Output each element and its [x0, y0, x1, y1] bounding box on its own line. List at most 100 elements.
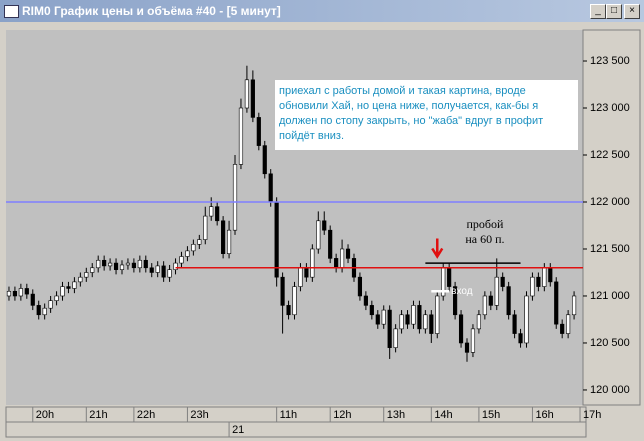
- candle-body: [542, 267, 547, 287]
- candle-body: [381, 309, 386, 325]
- candle-body: [102, 259, 107, 267]
- candle-body: [238, 107, 244, 165]
- arrow: [431, 238, 444, 259]
- candle-body: [393, 328, 398, 348]
- x-tick-label: 22h: [137, 409, 155, 421]
- candle-body: [268, 173, 273, 203]
- candle-body: [24, 288, 29, 295]
- x-tick-label: 12h: [333, 409, 351, 421]
- candle-body: [334, 258, 339, 269]
- candle-body: [48, 300, 53, 309]
- x-tick-label: 16h: [535, 409, 553, 421]
- candle-body: [310, 248, 315, 278]
- x-tick-label: 17h: [583, 409, 601, 421]
- candle-body: [506, 286, 511, 316]
- x-tick-label: 14h: [434, 409, 452, 421]
- candle-body: [191, 243, 196, 252]
- candle-body: [209, 206, 214, 217]
- candle-body: [322, 220, 327, 231]
- close-button[interactable]: ×: [624, 4, 640, 19]
- minimize-button[interactable]: _: [590, 4, 606, 19]
- chart: 120 000 120 500 121 000 121 500 122 000 122 5…: [5, 29, 641, 438]
- y-tick-label: 121 500: [590, 243, 630, 255]
- candle-body: [96, 259, 101, 269]
- candle-body: [363, 295, 368, 306]
- candle-body: [197, 239, 202, 245]
- candle-body: [280, 276, 285, 306]
- candle-body: [54, 295, 59, 301]
- candle-body: [298, 267, 303, 287]
- candle-body: [66, 286, 71, 289]
- x-tick-label: 20h: [36, 409, 54, 421]
- note-box: [275, 80, 578, 150]
- window-title: RIM0 График цены и объёма #40 - [5 минут…: [22, 4, 281, 18]
- candle-body: [357, 276, 363, 297]
- date-tick-label: 21: [232, 424, 244, 436]
- x-tick-label: 13h: [387, 409, 405, 421]
- candle-body: [221, 220, 226, 254]
- note-text: обновили Хай, но цена ниже, получается, …: [279, 100, 538, 112]
- y-tick-label: 121 000: [590, 290, 630, 302]
- maximize-button[interactable]: □: [606, 4, 622, 19]
- candle-body: [42, 307, 47, 316]
- candle-body: [30, 293, 35, 306]
- candle-body: [417, 305, 422, 330]
- candle-body: [90, 267, 95, 273]
- candle-body: [262, 145, 267, 175]
- candle-body: [453, 286, 458, 316]
- candle-body: [167, 269, 172, 278]
- x-tick-label: 15h: [482, 409, 500, 421]
- candle-body: [530, 276, 535, 297]
- note-text: должен по стопу закрыть, но "жаба" вдруг…: [279, 115, 543, 127]
- candle-body: [536, 276, 541, 287]
- entry-label: вход: [451, 286, 473, 297]
- note-text: пойдёт вниз.: [279, 130, 344, 142]
- candle-body: [554, 281, 559, 325]
- candle-body: [131, 262, 136, 269]
- candle-body: [476, 314, 481, 330]
- candle-body: [488, 295, 493, 306]
- candle-body: [560, 323, 565, 334]
- date-axis: [5, 421, 587, 438]
- candle-body: [60, 286, 65, 297]
- y-tick-label: 120 500: [590, 337, 630, 349]
- candle-body: [566, 314, 571, 334]
- candle-body: [518, 333, 523, 344]
- candle-body: [423, 314, 428, 330]
- candle-body: [78, 276, 83, 283]
- y-tick-label: 123 500: [590, 55, 630, 67]
- candle-body: [250, 79, 255, 118]
- candle-body: [464, 342, 470, 353]
- candle-body: [571, 295, 577, 316]
- candle-body: [399, 314, 404, 330]
- y-tick-label: 122 500: [590, 149, 630, 161]
- candle-body: [435, 295, 440, 334]
- candle-body: [36, 305, 41, 316]
- candle-body: [173, 262, 178, 270]
- candle-body: [286, 305, 291, 316]
- candle-body: [548, 267, 553, 283]
- candle-body: [232, 164, 238, 231]
- candle-body: [512, 314, 517, 334]
- candle-body: [482, 295, 487, 316]
- candle-body: [125, 262, 131, 266]
- title-bar: RIM0 График цены и объёма #40 - [5 минут…: [0, 0, 644, 22]
- candle-body: [12, 290, 18, 297]
- candle-body: [405, 314, 410, 325]
- candle-body: [143, 259, 148, 269]
- candle-body: [304, 267, 309, 278]
- candle-body: [108, 262, 113, 267]
- note-text: приехал с работы домой и такая картина, …: [279, 85, 526, 97]
- candle-body: [113, 262, 119, 270]
- candle-body: [387, 309, 392, 348]
- candle-body: [500, 276, 505, 287]
- candle-body: [470, 328, 476, 353]
- candle-body: [256, 117, 261, 146]
- breakout-label: пробой: [466, 217, 504, 231]
- candle-body: [6, 290, 12, 297]
- candle-body: [411, 305, 416, 325]
- window-icon: [4, 5, 19, 18]
- breakout-label: на 60 п.: [465, 232, 504, 246]
- candle-body: [203, 215, 208, 240]
- candle-body: [524, 295, 529, 344]
